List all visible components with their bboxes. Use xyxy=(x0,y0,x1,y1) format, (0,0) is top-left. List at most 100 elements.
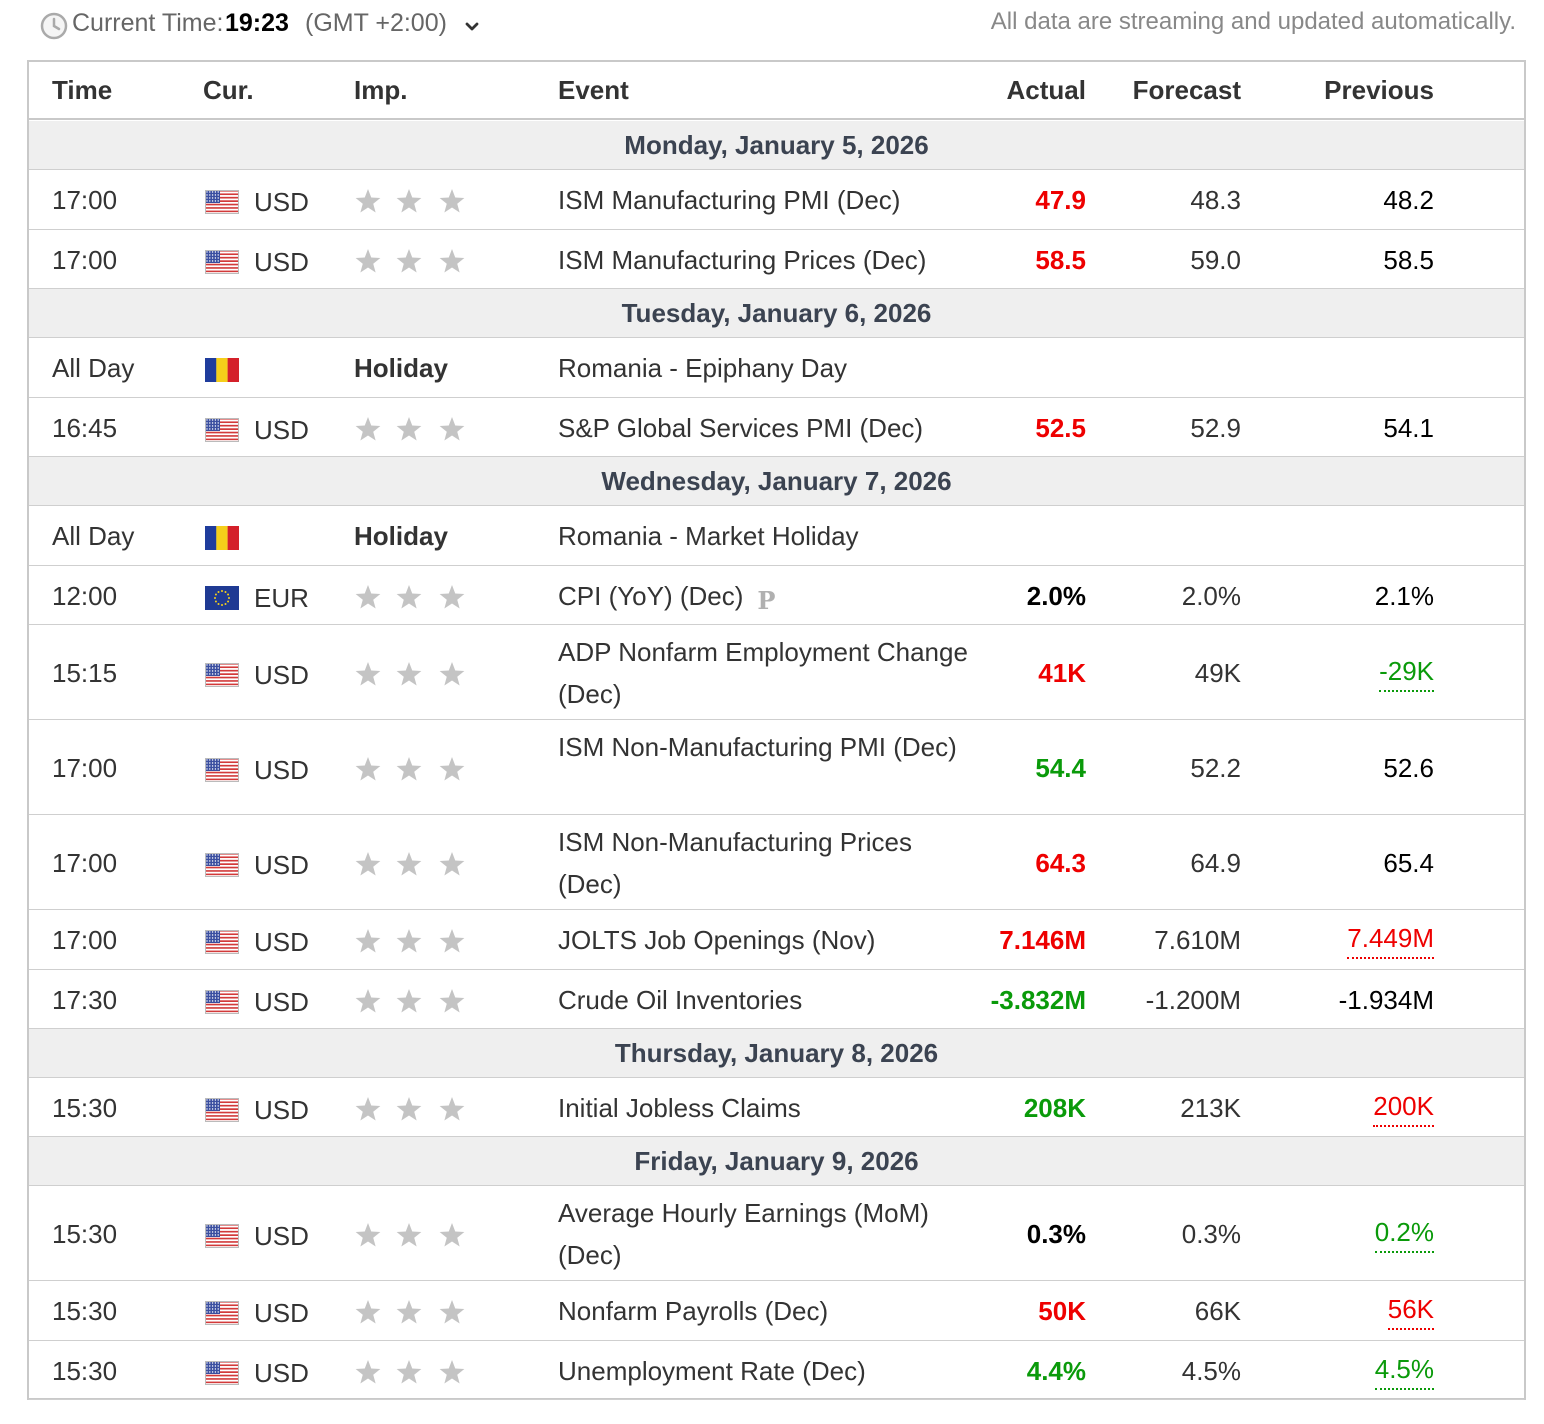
event-name-text[interactable]: ISM Manufacturing PMI (Dec) xyxy=(558,185,901,215)
day-separator: Thursday, January 8, 2026 xyxy=(29,1029,1524,1078)
event-name[interactable]: Nonfarm Payrolls (Dec) xyxy=(558,1290,968,1332)
star-icon xyxy=(439,989,465,1013)
event-name-text[interactable]: CPI (YoY) (Dec) xyxy=(558,581,744,611)
event-time: 17:00 xyxy=(52,753,118,783)
star-icon xyxy=(355,249,381,273)
event-time: 15:30 xyxy=(52,1093,118,1123)
currency-code: USD xyxy=(254,1298,309,1328)
star-icon xyxy=(396,1360,422,1384)
table-row[interactable]: 15:15 USD ADP Nonfarm Employment Change (D… xyxy=(29,625,1524,720)
event-name[interactable]: ISM Manufacturing Prices (Dec) xyxy=(558,239,968,281)
us-flag-icon xyxy=(205,758,239,782)
star-icon xyxy=(396,852,422,876)
event-name-text[interactable]: ADP Nonfarm Employment Change (Dec) xyxy=(558,637,968,709)
forecast-value: 52.2 xyxy=(1190,753,1241,783)
event-name[interactable]: ISM Non-Manufacturing PMI (Dec) xyxy=(558,726,968,768)
preliminary-icon: P xyxy=(757,586,776,615)
event-name-text[interactable]: JOLTS Job Openings (Nov) xyxy=(558,925,876,955)
importance-stars xyxy=(355,852,465,876)
event-name[interactable]: Unemployment Rate (Dec) xyxy=(558,1350,968,1392)
event-name-text[interactable]: Romania - Market Holiday xyxy=(558,521,859,551)
table-row[interactable]: 15:30 USD Initial Jobless Claims 208K 213K 20… xyxy=(29,1078,1524,1137)
event-name[interactable]: Average Hourly Earnings (MoM) (Dec) xyxy=(558,1192,968,1276)
currency-code: USD xyxy=(254,247,309,277)
star-icon xyxy=(396,662,422,686)
event-name-text[interactable]: ISM Non-Manufacturing Prices (Dec) xyxy=(558,827,913,899)
event-name-text[interactable]: ISM Manufacturing Prices (Dec) xyxy=(558,245,927,275)
table-row[interactable]: 12:00 EUR CPI (YoY) (Dec) P 2.0% 2.0% 2.1% xyxy=(29,566,1524,625)
previous-value[interactable]: 4.5% xyxy=(1374,1350,1434,1390)
timezone-selector[interactable]: (GMT +2:00) xyxy=(305,9,447,37)
previous-value[interactable]: 56K xyxy=(1387,1290,1434,1330)
table-row[interactable]: 16:45 USD S&P Global Services PMI (Dec) 52.… xyxy=(29,398,1524,457)
event-name[interactable]: Romania - Epiphany Day xyxy=(558,347,968,389)
actual-value: 7.146M xyxy=(999,925,1086,955)
table-row[interactable]: 17:30 USD Crude Oil Inventories -3.832M -1.2… xyxy=(29,970,1524,1029)
previous-value[interactable]: 200K xyxy=(1373,1087,1434,1127)
table-row[interactable]: 17:00 USD ISM Manufacturing Prices (Dec) 58… xyxy=(29,230,1524,289)
event-name[interactable]: Crude Oil Inventories xyxy=(558,979,968,1021)
currency-code: USD xyxy=(254,1095,309,1125)
event-name[interactable]: ADP Nonfarm Employment Change (Dec) xyxy=(558,631,968,715)
star-icon xyxy=(355,1300,381,1324)
forecast-value: 0.3% xyxy=(1181,1219,1241,1249)
us-flag-icon xyxy=(205,663,239,687)
table-row[interactable]: 15:30 USD Nonfarm Payrolls (Dec) 50K 66K 56K xyxy=(29,1281,1524,1341)
currency-code: USD xyxy=(254,1358,309,1388)
event-name-text[interactable]: ISM Non-Manufacturing PMI (Dec) xyxy=(558,732,957,762)
star-icon xyxy=(396,189,422,213)
column-header-forecast: Forecast xyxy=(1132,75,1241,105)
table-row[interactable]: 17:00 USD ISM Non-Manufacturing PMI (Dec) 5… xyxy=(29,720,1524,815)
forecast-value: 213K xyxy=(1180,1093,1241,1123)
event-name-text[interactable]: Crude Oil Inventories xyxy=(558,985,803,1015)
table-row[interactable]: All Day Holiday Romania - Market Holiday xyxy=(29,506,1524,566)
event-name[interactable]: S&P Global Services PMI (Dec) xyxy=(558,407,968,449)
event-time: All Day xyxy=(52,521,135,551)
importance-stars xyxy=(355,989,465,1013)
actual-value: 4.4% xyxy=(1026,1356,1086,1386)
event-name-text[interactable]: Romania - Epiphany Day xyxy=(558,353,848,383)
importance-stars xyxy=(355,249,465,273)
forecast-value: 52.9 xyxy=(1190,413,1241,443)
day-separator: Friday, January 9, 2026 xyxy=(29,1137,1524,1186)
event-name-text[interactable]: Nonfarm Payrolls (Dec) xyxy=(558,1296,829,1326)
event-time: 15:30 xyxy=(52,1219,118,1249)
table-row[interactable]: 17:00 USD ISM Non-Manufacturing Prices (De… xyxy=(29,815,1524,910)
table-header: Time Cur. Imp. Event Actual Forecast Pre… xyxy=(29,62,1524,120)
event-name[interactable]: CPI (YoY) (Dec) P xyxy=(558,575,968,622)
star-icon xyxy=(355,662,381,686)
star-icon xyxy=(355,585,381,609)
event-name[interactable]: Initial Jobless Claims xyxy=(558,1087,968,1129)
table-row[interactable]: 15:30 USD Average Hourly Earnings (MoM) (D… xyxy=(29,1186,1524,1281)
event-time: 17:00 xyxy=(52,925,118,955)
table-row[interactable]: 17:00 USD JOLTS Job Openings (Nov) 7.146M 7.… xyxy=(29,910,1524,970)
event-name[interactable]: ISM Non-Manufacturing Prices (Dec) xyxy=(558,821,968,905)
column-header-time: Time xyxy=(52,75,113,105)
day-label: Thursday, January 8, 2026 xyxy=(614,1038,939,1068)
previous-value[interactable]: -29K xyxy=(1379,652,1434,692)
event-time: All Day xyxy=(52,353,135,383)
previous-value: 48.2 xyxy=(1383,185,1434,215)
star-icon xyxy=(396,1300,422,1324)
event-name[interactable]: ISM Manufacturing PMI (Dec) xyxy=(558,179,968,221)
holiday-label: Holiday xyxy=(354,521,448,551)
table-row[interactable]: 17:00 USD ISM Manufacturing PMI (Dec) 47.9 4… xyxy=(29,170,1524,230)
event-name[interactable]: JOLTS Job Openings (Nov) xyxy=(558,919,968,961)
event-name-text[interactable]: Initial Jobless Claims xyxy=(558,1093,801,1123)
currency-code: USD xyxy=(254,987,309,1017)
previous-value[interactable]: 0.2% xyxy=(1374,1213,1434,1253)
chevron-down-icon[interactable] xyxy=(462,16,482,36)
event-name[interactable]: Romania - Market Holiday xyxy=(558,515,968,557)
importance-stars xyxy=(355,1360,465,1384)
current-time-label: Current Time: xyxy=(72,9,224,37)
star-icon xyxy=(355,189,381,213)
event-name-text[interactable]: Average Hourly Earnings (MoM) (Dec) xyxy=(558,1198,929,1270)
column-header-previous: Previous xyxy=(1324,75,1434,105)
table-row[interactable]: All Day Holiday Romania - Epiphany Day xyxy=(29,338,1524,398)
previous-value[interactable]: 7.449M xyxy=(1347,919,1434,959)
currency-code: USD xyxy=(254,850,309,880)
star-icon xyxy=(355,757,381,781)
event-name-text[interactable]: S&P Global Services PMI (Dec) xyxy=(558,413,924,443)
event-name-text[interactable]: Unemployment Rate (Dec) xyxy=(558,1356,866,1386)
table-row[interactable]: 15:30 USD Unemployment Rate (Dec) 4.4% 4.5% 4… xyxy=(29,1341,1524,1400)
